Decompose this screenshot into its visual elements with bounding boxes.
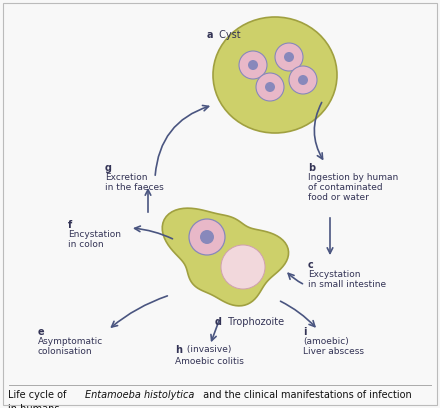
Text: Excystation: Excystation <box>308 270 360 279</box>
Text: of contaminated: of contaminated <box>308 183 383 192</box>
Text: c: c <box>308 260 314 270</box>
Text: in small intestine: in small intestine <box>308 280 386 289</box>
Text: Encystation: Encystation <box>68 230 121 239</box>
Circle shape <box>248 60 258 70</box>
Text: g: g <box>105 163 112 173</box>
Text: in the faeces: in the faeces <box>105 183 164 192</box>
Circle shape <box>275 43 303 71</box>
Ellipse shape <box>213 17 337 133</box>
Text: (amoebic): (amoebic) <box>303 337 349 346</box>
Text: food or water: food or water <box>308 193 369 202</box>
Circle shape <box>200 230 214 244</box>
Text: e: e <box>38 327 44 337</box>
Text: d: d <box>215 317 222 327</box>
Circle shape <box>298 75 308 85</box>
Text: Trophozoite: Trophozoite <box>225 317 284 327</box>
Text: Entamoeba histolytica: Entamoeba histolytica <box>85 390 194 400</box>
Circle shape <box>265 82 275 92</box>
Text: Asymptomatic: Asymptomatic <box>38 337 103 346</box>
Text: and the clinical manifestations of infection: and the clinical manifestations of infec… <box>200 390 412 400</box>
Polygon shape <box>162 208 289 306</box>
Circle shape <box>239 51 267 79</box>
Circle shape <box>189 219 225 255</box>
Text: b: b <box>308 163 315 173</box>
Text: Ingestion by human: Ingestion by human <box>308 173 398 182</box>
Text: f: f <box>68 220 72 230</box>
Circle shape <box>284 52 294 62</box>
Text: Excretion: Excretion <box>105 173 147 182</box>
Text: Cyst: Cyst <box>216 30 241 40</box>
Text: in humans: in humans <box>8 404 59 408</box>
Circle shape <box>221 245 265 289</box>
Circle shape <box>256 73 284 101</box>
Text: Liver abscess: Liver abscess <box>303 347 364 356</box>
Text: a: a <box>207 30 213 40</box>
Text: Amoebic colitis: Amoebic colitis <box>175 357 244 366</box>
Text: h: h <box>175 345 182 355</box>
Text: Life cycle of: Life cycle of <box>8 390 70 400</box>
Text: in colon: in colon <box>68 240 104 249</box>
Circle shape <box>289 66 317 94</box>
Text: colonisation: colonisation <box>38 347 93 356</box>
Text: i: i <box>303 327 307 337</box>
Text: (invasive): (invasive) <box>184 345 231 354</box>
